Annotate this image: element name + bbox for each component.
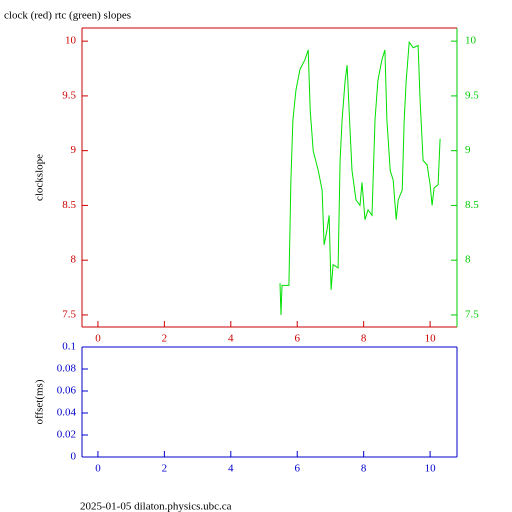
y2-tick-label: 7.5	[465, 308, 479, 320]
x-tick-label: 0	[95, 333, 101, 345]
y-tick-label: 0.08	[57, 363, 77, 375]
x-tick-label: 2	[162, 333, 168, 345]
y-tick-label: 9.5	[62, 89, 76, 101]
y2-tick-label: 10	[465, 35, 477, 47]
x-tick-label: 4	[228, 333, 234, 345]
y-tick-label: 0	[71, 451, 77, 463]
data-line	[279, 40, 441, 316]
x-tick-label: 10	[425, 463, 437, 475]
y-axis-label: clockslope	[34, 154, 46, 201]
y2-tick-label: 8	[465, 254, 471, 266]
y-tick-label: 7.5	[62, 308, 76, 320]
y2-tick-label: 9	[465, 144, 471, 156]
y-tick-label: 0.02	[57, 429, 76, 441]
x-tick-label: 6	[294, 333, 300, 345]
y-tick-label: 8	[71, 254, 77, 266]
x-tick-label: 2	[162, 463, 168, 475]
x-tick-label: 4	[228, 463, 234, 475]
y-tick-label: 0.04	[57, 407, 77, 419]
chart-title: clock (red) rtc (green) slopes	[4, 10, 131, 22]
y-tick-label: 0.06	[57, 385, 77, 397]
x-tick-label: 8	[361, 463, 367, 475]
y2-tick-label: 9.5	[465, 89, 479, 101]
x-tick-label: 8	[361, 333, 367, 345]
y-tick-label: 10	[65, 35, 77, 47]
y2-tick-label: 8.5	[465, 199, 479, 211]
x-tick-label: 6	[294, 463, 300, 475]
x-tick-label: 0	[95, 463, 101, 475]
y-tick-label: 8.5	[62, 199, 76, 211]
y-tick-label: 0.1	[62, 341, 76, 353]
y-tick-label: 9	[71, 144, 77, 156]
y-axis-label: offset(ms)	[34, 379, 46, 424]
x-tick-label: 10	[425, 333, 437, 345]
footer: 2025-01-05 dilaton.physics.ubc.ca	[80, 501, 232, 512]
